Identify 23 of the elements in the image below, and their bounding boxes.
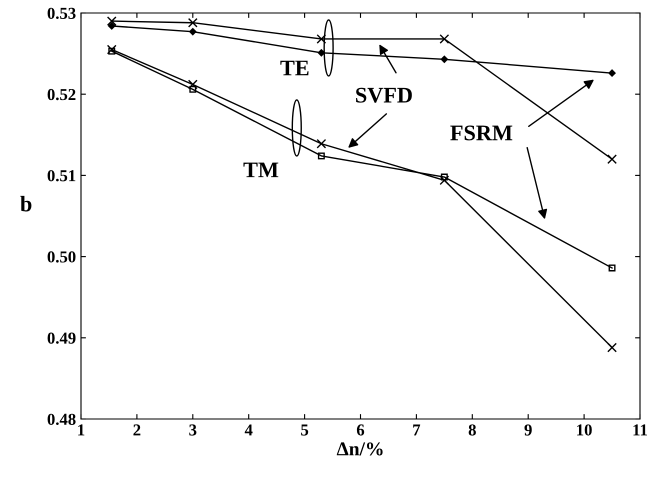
annotation: FSRM [450, 126, 512, 140]
y-tick-label: 0.51 [48, 170, 76, 182]
x-tick-label: 5 [301, 424, 308, 436]
y-tick-label: 0.53 [48, 8, 76, 20]
x-tick-label: 11 [633, 424, 648, 436]
x-tick-label: 4 [244, 424, 253, 436]
x-tick-label: 1 [78, 424, 84, 436]
x-tick-label: 3 [189, 424, 196, 436]
annotation: TE [280, 60, 309, 76]
x-tick-label: 8 [468, 424, 476, 436]
x-tick-label: 9 [524, 424, 532, 436]
x-tick-label: 6 [356, 424, 364, 436]
y-axis-title: b [20, 196, 32, 212]
x-tick-label: 7 [413, 424, 420, 436]
y-tick-label: 0.50 [48, 251, 76, 263]
x-tick-label: 2 [133, 424, 140, 436]
annotation: TM [243, 162, 278, 178]
y-tick-label: 0.49 [48, 332, 76, 344]
y-tick-label: 0.52 [48, 88, 76, 100]
y-tick-label: 0.48 [48, 414, 76, 426]
x-tick-label: 10 [577, 424, 592, 436]
x-axis-title: Δn/% [336, 442, 383, 456]
annotation: SVFD [356, 88, 412, 103]
